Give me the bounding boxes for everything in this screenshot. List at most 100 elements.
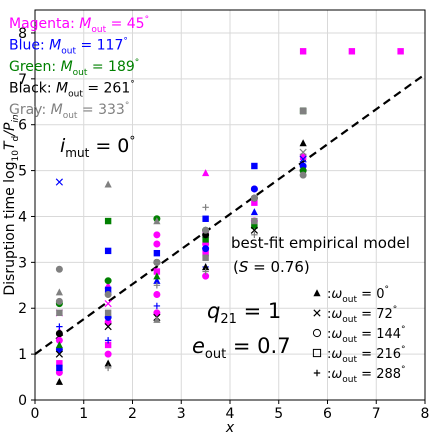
data-point-square bbox=[202, 236, 209, 243]
data-point-square bbox=[251, 199, 258, 206]
data-point-triangle bbox=[104, 180, 112, 188]
data-point-triangle bbox=[153, 217, 161, 225]
data-point-triangle bbox=[55, 341, 63, 349]
best-fit-line bbox=[34, 73, 426, 356]
color-legend: Magenta: Mout = 45°Blue: Mout = 117°Gree… bbox=[9, 15, 149, 121]
data-point-circle bbox=[55, 329, 63, 337]
legend-entry-blue: Blue: Mout = 117° bbox=[9, 37, 128, 57]
data-point-square bbox=[56, 360, 63, 367]
data-point-circle bbox=[104, 290, 112, 298]
data-point-square bbox=[202, 249, 209, 257]
data-point-square bbox=[202, 254, 209, 261]
data-point-triangle bbox=[104, 359, 112, 367]
data-point-square bbox=[104, 247, 112, 255]
legend-label-circle: :ωout = 144° bbox=[327, 325, 406, 345]
data-point-circle bbox=[153, 240, 161, 248]
legend-label-plus: :ωout = 288° bbox=[327, 365, 406, 385]
data-point-square bbox=[251, 217, 258, 225]
data-point-triangle bbox=[202, 169, 210, 177]
legend-marker-plus bbox=[313, 369, 321, 377]
data-point-square bbox=[153, 249, 161, 257]
y-tick-label: 4 bbox=[18, 209, 27, 225]
data-point-x bbox=[104, 300, 112, 308]
data-point-triangle bbox=[153, 272, 161, 280]
data-point-circle bbox=[153, 290, 161, 298]
data-point-circle bbox=[250, 194, 258, 202]
annotation-q21: q21 = 1 bbox=[207, 299, 281, 327]
data-point-circle bbox=[55, 297, 63, 305]
data-point-square bbox=[251, 222, 258, 229]
data-point-plus bbox=[153, 282, 161, 289]
data-point-x bbox=[299, 155, 307, 163]
data-point-plus bbox=[104, 364, 112, 372]
data-point-x bbox=[250, 226, 258, 234]
marker-legend: :ωout = 0°:ωout = 72°:ωout = 144° :ωout =… bbox=[312, 285, 406, 385]
x-tick-label: 0 bbox=[31, 406, 40, 422]
annotation-imut: imut = 0° bbox=[60, 134, 135, 160]
legend-label-triangle: :ωout = 0° bbox=[327, 285, 389, 305]
annotation-model-score: (S = 0.76) bbox=[233, 258, 310, 276]
data-point-circle bbox=[104, 277, 112, 285]
series-blue bbox=[55, 155, 307, 372]
legend-entry-magenta: Magenta: Mout = 45° bbox=[9, 15, 149, 35]
data-point-circle bbox=[55, 265, 63, 273]
legend-label-x: :ωout = 72° bbox=[327, 305, 397, 325]
series-gray bbox=[55, 107, 307, 372]
data-point-square bbox=[299, 153, 307, 161]
data-point-plus bbox=[56, 323, 63, 330]
x-tick-label: 3 bbox=[177, 406, 186, 422]
data-point-triangle bbox=[299, 139, 307, 147]
y-tick-label: 0 bbox=[18, 393, 27, 409]
data-points bbox=[55, 48, 404, 385]
legend-marker-x bbox=[313, 309, 321, 317]
data-point-square bbox=[202, 215, 209, 222]
y-tick-label: 1 bbox=[18, 347, 27, 363]
data-point-plus bbox=[251, 231, 258, 239]
data-point-square bbox=[56, 309, 63, 317]
legend-marker-circle bbox=[312, 328, 322, 338]
data-point-square bbox=[104, 341, 112, 349]
y-axis-label: Disruption time log10Td/Pin bbox=[2, 114, 21, 296]
data-point-plus bbox=[202, 204, 209, 211]
legend-entry-gray: Gray: Mout = 333° bbox=[9, 101, 129, 121]
data-point-triangle bbox=[55, 288, 63, 296]
data-point-triangle bbox=[250, 208, 258, 216]
data-point-triangle bbox=[202, 263, 210, 271]
y-tick-label: 3 bbox=[18, 255, 27, 271]
data-point-square bbox=[299, 107, 307, 115]
data-point-square bbox=[251, 162, 258, 170]
data-point-x bbox=[104, 322, 112, 331]
data-point-circle bbox=[153, 258, 161, 266]
y-tick-label: 8 bbox=[18, 26, 27, 42]
data-point-x bbox=[55, 350, 63, 358]
data-point-plus bbox=[104, 337, 112, 344]
data-point-circle bbox=[104, 350, 112, 358]
data-point-triangle bbox=[153, 315, 161, 323]
annotation-eout: eout = 0.7 bbox=[192, 334, 291, 362]
data-point-square bbox=[104, 286, 112, 294]
data-point-circle bbox=[153, 231, 161, 239]
data-point-x bbox=[55, 178, 63, 186]
x-tick-label: 5 bbox=[274, 406, 283, 422]
data-point-plus bbox=[202, 268, 209, 275]
annotation-model-title: best-fit empirical model bbox=[231, 234, 410, 252]
data-point-circle bbox=[250, 185, 258, 193]
legend-marker-triangle bbox=[313, 289, 321, 297]
data-point-triangle bbox=[55, 377, 63, 385]
data-point-triangle bbox=[153, 276, 161, 284]
data-point-circle bbox=[299, 171, 307, 179]
data-point-circle bbox=[202, 226, 210, 234]
x-tick-label: 6 bbox=[323, 406, 332, 422]
axis-ticks: 0 1 2 3 4 5 6 7 8 0 1 2 3 4 5 6 7 8 bbox=[18, 26, 429, 422]
y-tick-label: 7 bbox=[18, 72, 27, 88]
x-tick-label: 1 bbox=[79, 406, 88, 422]
data-point-plus bbox=[153, 302, 161, 310]
data-point-square bbox=[153, 268, 161, 275]
x-axis-label: x bbox=[225, 420, 235, 436]
legend-marker-square bbox=[312, 348, 322, 358]
y-tick-label: 6 bbox=[18, 118, 27, 134]
legend-entry-green: Green: Mout = 189° bbox=[9, 58, 139, 78]
legend-entry-black: Black: Mout = 261° bbox=[9, 80, 135, 100]
data-point-square bbox=[299, 48, 307, 55]
y-tick-label: 5 bbox=[18, 164, 27, 180]
